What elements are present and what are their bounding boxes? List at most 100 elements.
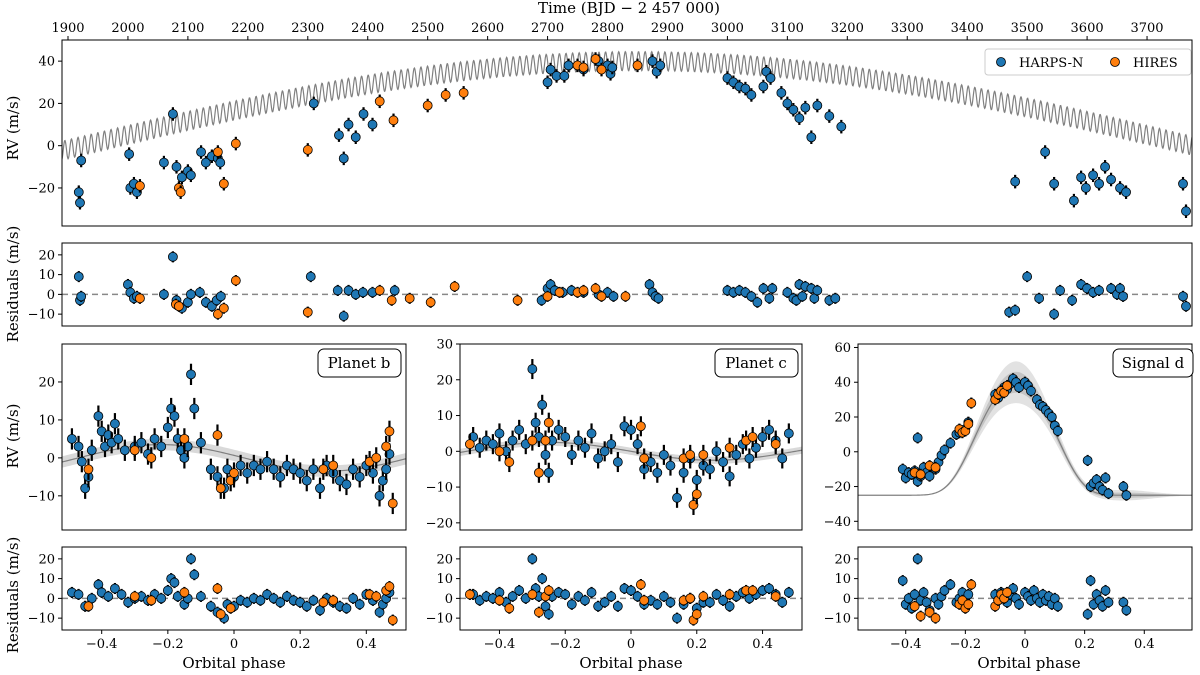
y-tick-label: 20 bbox=[834, 552, 851, 567]
data-point bbox=[705, 597, 715, 608]
data-point bbox=[386, 295, 397, 306]
data-point bbox=[149, 433, 160, 444]
data-point bbox=[388, 115, 399, 126]
data-point bbox=[836, 121, 847, 132]
data-point bbox=[718, 595, 728, 606]
y-tick-label: −10 bbox=[426, 612, 453, 627]
data-point bbox=[632, 60, 643, 71]
data-point bbox=[1002, 587, 1013, 598]
orbital-phase-title-c: Orbital phase bbox=[579, 654, 682, 672]
data-point bbox=[1121, 490, 1132, 501]
data-point bbox=[566, 599, 577, 610]
x-tick-label: 2100 bbox=[171, 21, 204, 36]
data-point bbox=[305, 271, 316, 282]
data-point bbox=[371, 591, 382, 602]
legend-marker-hires bbox=[1110, 57, 1120, 67]
x-tick-label: 0.2 bbox=[290, 637, 311, 652]
data-point bbox=[494, 595, 505, 606]
series-hires bbox=[83, 580, 398, 626]
data-point bbox=[776, 87, 787, 98]
svg-text:Planet c: Planet c bbox=[725, 354, 787, 372]
data-point bbox=[110, 583, 120, 594]
data-point bbox=[542, 77, 553, 88]
data-point bbox=[215, 483, 226, 494]
data-point bbox=[159, 157, 169, 168]
data-point bbox=[606, 439, 617, 450]
data-point bbox=[563, 60, 574, 71]
data-point bbox=[612, 457, 623, 467]
y-tick-label: 0 bbox=[47, 139, 55, 154]
data-point bbox=[194, 287, 205, 298]
data-point bbox=[1022, 271, 1033, 282]
y-tick-label: −20 bbox=[824, 480, 851, 495]
y-tick-label: 20 bbox=[38, 552, 55, 567]
y-tick-label: 20 bbox=[38, 375, 55, 390]
data-point bbox=[731, 449, 742, 460]
data-point bbox=[1181, 206, 1191, 217]
data-point bbox=[915, 469, 926, 480]
data-point bbox=[171, 161, 182, 172]
data-point bbox=[381, 441, 392, 452]
data-point bbox=[747, 432, 758, 442]
data-point bbox=[1010, 305, 1021, 316]
data-point bbox=[580, 442, 590, 453]
data-point bbox=[1052, 601, 1063, 612]
data-point bbox=[185, 289, 196, 300]
data-point bbox=[560, 589, 571, 600]
data-point bbox=[783, 428, 794, 439]
x-tick-label: 0.4 bbox=[1134, 637, 1155, 652]
data-point bbox=[586, 428, 597, 439]
x-tick-label: 2500 bbox=[411, 21, 444, 36]
data-point bbox=[945, 438, 956, 448]
data-point bbox=[389, 285, 400, 296]
rv-axis-title-phase: RV (m/s) bbox=[4, 403, 22, 468]
x-tick-label: 2600 bbox=[471, 21, 504, 36]
data-point bbox=[302, 145, 313, 155]
data-point bbox=[705, 464, 715, 475]
data-point bbox=[1082, 455, 1093, 466]
y-tick-label: 10 bbox=[834, 572, 851, 587]
data-point bbox=[770, 591, 781, 602]
series-hires bbox=[83, 420, 398, 515]
data-point bbox=[554, 287, 565, 298]
data-point bbox=[1049, 178, 1060, 189]
data-point bbox=[255, 464, 266, 475]
y-tick-label: 0 bbox=[843, 445, 851, 460]
data-point bbox=[358, 287, 368, 298]
data-point bbox=[1069, 195, 1079, 206]
data-point bbox=[367, 119, 378, 130]
data-point bbox=[374, 96, 385, 107]
data-point bbox=[963, 419, 974, 429]
data-point bbox=[185, 170, 196, 181]
data-point bbox=[494, 446, 505, 457]
data-point bbox=[639, 595, 650, 606]
residuals-axis-title-phase: Residuals (m/s) bbox=[4, 537, 22, 654]
y-tick-label: −10 bbox=[28, 612, 55, 627]
data-point bbox=[540, 435, 551, 446]
data-point bbox=[230, 138, 241, 149]
data-point bbox=[534, 467, 544, 478]
y-tick-label: 20 bbox=[38, 248, 55, 263]
data-point bbox=[620, 291, 631, 302]
data-point bbox=[647, 56, 658, 67]
x-tick-label: 0.2 bbox=[1074, 637, 1095, 652]
data-point bbox=[205, 464, 216, 475]
data-point bbox=[119, 445, 130, 456]
data-point bbox=[135, 293, 145, 304]
data-point bbox=[175, 187, 186, 198]
y-tick-label: 0 bbox=[445, 445, 453, 460]
data-point bbox=[374, 490, 385, 501]
series-harps-n bbox=[67, 553, 395, 624]
data-point bbox=[593, 453, 604, 464]
data-point bbox=[1014, 599, 1024, 610]
x-tick-label: 2000 bbox=[111, 21, 144, 36]
data-point bbox=[963, 599, 974, 610]
data-point bbox=[559, 71, 570, 81]
data-point bbox=[189, 569, 200, 580]
data-point bbox=[658, 591, 669, 602]
data-point bbox=[1100, 585, 1111, 596]
axes-frame bbox=[61, 242, 1193, 327]
data-point bbox=[537, 399, 548, 410]
data-point bbox=[229, 468, 239, 478]
data-point bbox=[212, 147, 223, 157]
